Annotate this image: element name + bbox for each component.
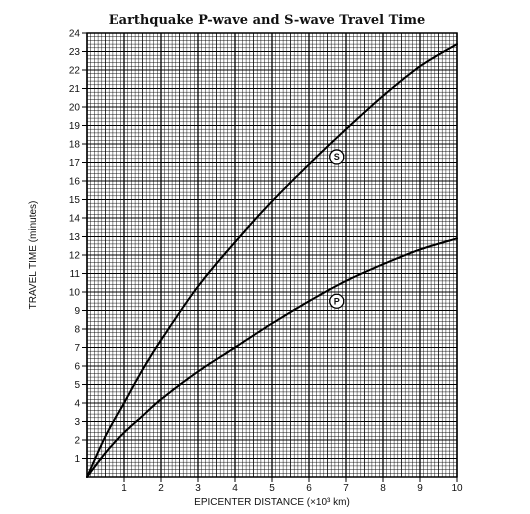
grid bbox=[86, 32, 458, 478]
curve-label-s: S bbox=[329, 149, 345, 165]
y-tick-label: 22 bbox=[69, 66, 81, 77]
series-lines bbox=[86, 43, 458, 478]
y-tick-label: 8 bbox=[74, 325, 80, 336]
x-tick-label: 10 bbox=[451, 483, 463, 494]
y-tick-label: 9 bbox=[74, 306, 80, 317]
curve-label-p: P bbox=[329, 293, 345, 309]
y-tick-label: 4 bbox=[74, 399, 80, 410]
y-tick-label: 18 bbox=[69, 140, 81, 151]
axes bbox=[82, 32, 458, 482]
curve-label-circle bbox=[329, 149, 345, 165]
y-tick-label: 13 bbox=[69, 232, 81, 243]
y-tick-label: 12 bbox=[69, 251, 81, 262]
y-tick-label: 21 bbox=[69, 84, 81, 95]
y-tick-label: 24 bbox=[69, 29, 81, 40]
series-p-line bbox=[86, 237, 458, 478]
y-tick-label: 7 bbox=[74, 343, 80, 354]
x-axis-label: EPICENTER DISTANCE (×10³ km) bbox=[194, 497, 350, 508]
curve-label-text: S bbox=[334, 152, 340, 162]
y-tick-label: 6 bbox=[74, 362, 80, 373]
y-tick-label: 2 bbox=[74, 436, 80, 447]
x-tick-label: 8 bbox=[380, 483, 386, 494]
y-tick-label: 1 bbox=[74, 454, 80, 465]
y-tick-label: 16 bbox=[69, 177, 81, 188]
x-tick-label: 5 bbox=[269, 483, 275, 494]
curve-label-text: P bbox=[334, 296, 340, 306]
x-tick-label: 9 bbox=[417, 483, 423, 494]
y-tick-label: 11 bbox=[70, 269, 81, 280]
y-tick-label: 23 bbox=[69, 47, 81, 58]
x-tick-label: 3 bbox=[195, 483, 201, 494]
y-tick-label: 20 bbox=[69, 103, 81, 114]
y-tick-label: 14 bbox=[69, 214, 81, 225]
curve-labels: SP bbox=[329, 149, 345, 309]
curve-label-circle bbox=[329, 293, 345, 309]
x-tick-label: 2 bbox=[158, 483, 164, 494]
y-tick-label: 3 bbox=[74, 417, 80, 428]
y-tick-label: 10 bbox=[69, 288, 81, 299]
y-axis-label: TRAVEL TIME (minutes) bbox=[28, 201, 39, 310]
x-tick-label: 1 bbox=[121, 483, 127, 494]
y-tick-label: 5 bbox=[74, 380, 80, 391]
x-tick-label: 6 bbox=[306, 483, 312, 494]
x-tick-labels: 1 2 3 4 5 6 7 8 9 10 bbox=[121, 483, 463, 494]
chart-title: Earthquake P-wave and S-wave Travel Time bbox=[109, 13, 425, 28]
y-tick-label: 17 bbox=[69, 158, 81, 169]
y-tick-label: 19 bbox=[69, 121, 81, 132]
x-tick-label: 7 bbox=[343, 483, 349, 494]
y-tick-label: 15 bbox=[69, 195, 81, 206]
x-tick-label: 4 bbox=[232, 483, 238, 494]
series-s-line bbox=[86, 43, 458, 478]
